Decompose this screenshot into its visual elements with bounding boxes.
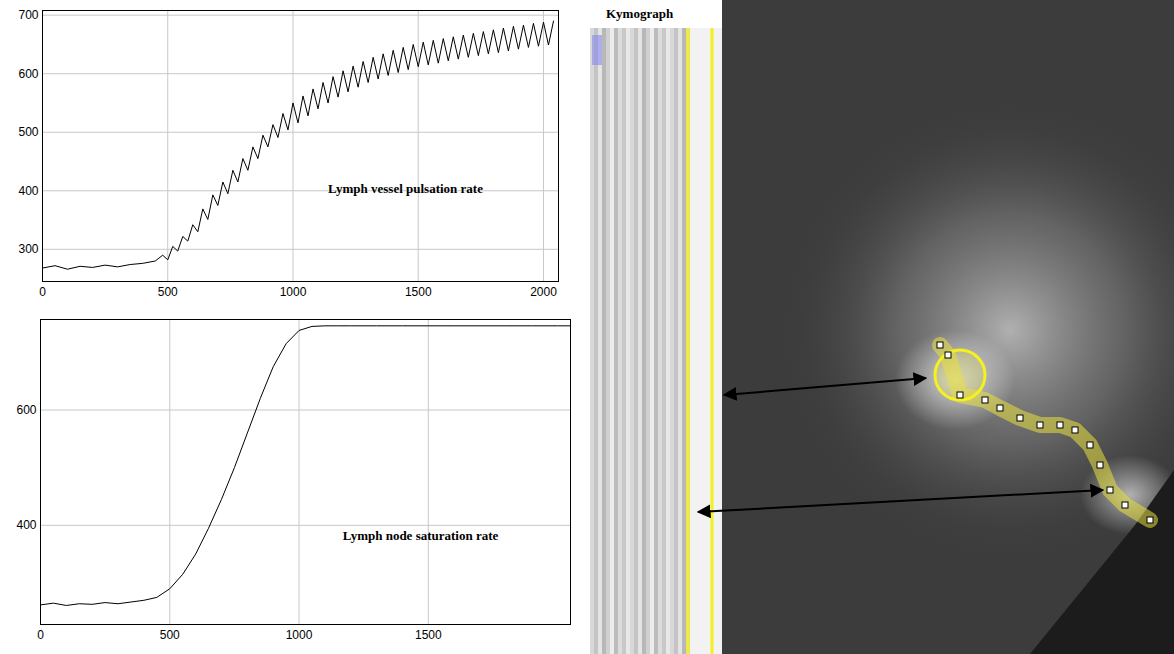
svg-text:1000: 1000 bbox=[280, 285, 307, 299]
svg-text:0: 0 bbox=[39, 285, 46, 299]
svg-text:600: 600 bbox=[16, 403, 36, 417]
svg-text:300: 300 bbox=[18, 242, 38, 256]
svg-text:600: 600 bbox=[18, 67, 38, 81]
svg-text:500: 500 bbox=[158, 285, 178, 299]
svg-text:0: 0 bbox=[37, 628, 44, 642]
svg-text:700: 700 bbox=[18, 8, 38, 22]
svg-text:500: 500 bbox=[160, 628, 180, 642]
svg-text:2000: 2000 bbox=[530, 285, 557, 299]
svg-text:500: 500 bbox=[18, 125, 38, 139]
svg-text:Lymph vessel pulsation rate: Lymph vessel pulsation rate bbox=[328, 181, 483, 196]
svg-text:Kymograph: Kymograph bbox=[606, 6, 674, 21]
svg-text:1000: 1000 bbox=[286, 628, 313, 642]
svg-text:Lymph node saturation rate: Lymph node saturation rate bbox=[343, 528, 499, 543]
svg-text:1500: 1500 bbox=[415, 628, 442, 642]
svg-text:400: 400 bbox=[16, 518, 36, 532]
svg-text:400: 400 bbox=[18, 184, 38, 198]
svg-text:1500: 1500 bbox=[405, 285, 432, 299]
